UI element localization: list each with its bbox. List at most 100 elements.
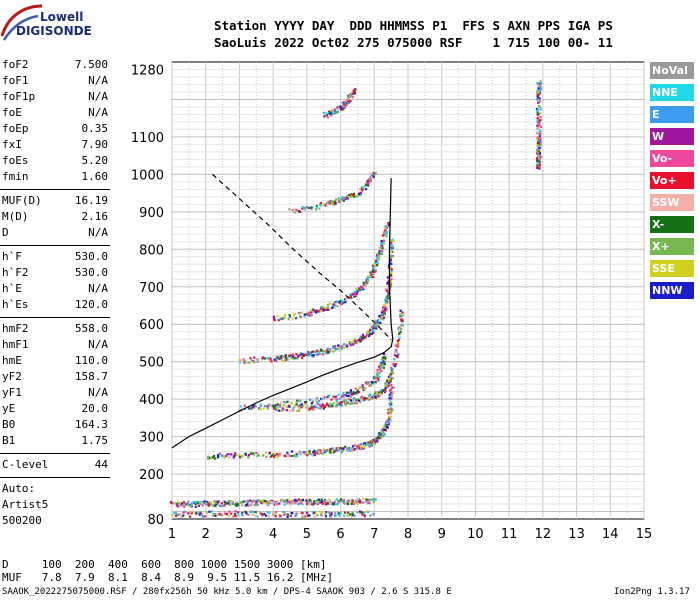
echo-point	[387, 224, 391, 227]
echo-point	[353, 447, 356, 451]
param-name: foEs	[2, 154, 29, 167]
x-tick-label: 8	[404, 527, 412, 542]
param-value: N/A	[88, 90, 108, 103]
echo-point	[377, 436, 380, 439]
echo-point	[292, 355, 295, 358]
echo-point	[536, 164, 539, 167]
echo-point	[286, 455, 289, 458]
echo-point	[315, 208, 318, 211]
echo-point	[351, 293, 354, 296]
echo-point	[359, 444, 362, 448]
echo-point	[266, 511, 269, 514]
echo-point	[300, 406, 303, 409]
echo-point	[339, 300, 342, 303]
echo-point	[384, 229, 387, 232]
echo-point	[260, 512, 263, 515]
echo-point	[363, 511, 366, 514]
echo-point	[307, 354, 310, 357]
echo-point	[382, 231, 386, 234]
echo-point	[272, 453, 275, 456]
echo-point	[323, 306, 326, 309]
echo-point	[538, 151, 542, 155]
echo-point	[374, 319, 377, 323]
echo-point	[246, 503, 249, 506]
echo-point	[281, 317, 284, 320]
echo-point	[273, 406, 276, 409]
echo-point	[359, 336, 362, 340]
echo-point	[248, 407, 251, 410]
echo-point	[264, 405, 267, 408]
echo-point	[539, 80, 542, 83]
echo-point	[377, 258, 380, 261]
y-tick-label: 200	[139, 468, 164, 483]
echo-point	[220, 502, 223, 505]
echo-point	[375, 327, 378, 330]
echo-point	[366, 381, 369, 384]
echo-point	[326, 306, 329, 309]
echo-point	[344, 301, 347, 304]
ionogram-chart: 1 2 3 4 5 6 7 8 9 10 11 12 13 14 158020030040050060070…	[131, 61, 652, 542]
echo-point	[536, 119, 539, 122]
echo-point	[196, 511, 200, 515]
echo-point	[377, 369, 381, 372]
echo-point	[329, 405, 332, 408]
echo-point	[254, 405, 257, 408]
param-row: h`F2 530.0	[2, 266, 108, 282]
echo-point	[318, 448, 322, 452]
echo-point	[318, 350, 321, 353]
echo-point	[369, 271, 372, 274]
echo-point	[326, 351, 329, 354]
echo-point	[295, 353, 298, 356]
echo-point	[170, 502, 174, 505]
echo-point	[348, 392, 351, 395]
echo-point	[357, 390, 361, 394]
echo-point	[277, 319, 280, 322]
echo-point	[174, 514, 178, 517]
echo-point	[539, 112, 542, 115]
echo-point	[347, 447, 350, 450]
echo-point	[273, 317, 276, 320]
legend-item: W	[650, 128, 694, 145]
echo-point	[268, 403, 271, 406]
echo-point	[342, 449, 345, 452]
echo-point	[244, 452, 247, 455]
echo-point	[320, 305, 323, 309]
echo-point	[389, 378, 392, 381]
echo-point	[322, 309, 325, 312]
echo-point	[381, 366, 384, 369]
echo-point	[261, 514, 264, 517]
echo-point	[287, 358, 290, 361]
echo-point	[295, 409, 299, 412]
echo-point	[295, 401, 298, 404]
echo-point	[369, 383, 373, 387]
echo-point	[346, 296, 349, 300]
echo-point	[283, 500, 286, 504]
echo-point	[313, 405, 316, 408]
echo-point	[333, 201, 336, 204]
echo-point	[366, 277, 369, 280]
echo-point	[228, 514, 231, 518]
echo-point	[241, 454, 244, 457]
echo-point	[331, 405, 334, 408]
legend-item: SSW	[650, 194, 694, 211]
param-row: MUF(D) 16.19	[2, 194, 108, 210]
echo-point	[388, 377, 391, 380]
echo-point	[275, 503, 278, 506]
echo-point	[396, 356, 399, 359]
echo-point	[301, 205, 304, 208]
echo-point	[336, 305, 339, 308]
echo-point	[538, 104, 541, 108]
echo-point	[379, 392, 382, 395]
echo-point	[257, 357, 260, 361]
echo-point	[306, 511, 309, 515]
echo-point	[283, 408, 286, 411]
echo-point	[244, 453, 248, 457]
echo-point	[351, 445, 355, 448]
echo-point	[289, 454, 292, 458]
echo-point	[190, 512, 193, 515]
echo-point	[358, 191, 361, 195]
echo-point	[342, 514, 345, 517]
echo-point	[389, 282, 393, 285]
param-row: C-level 44	[2, 458, 108, 474]
echo-point	[389, 242, 392, 245]
